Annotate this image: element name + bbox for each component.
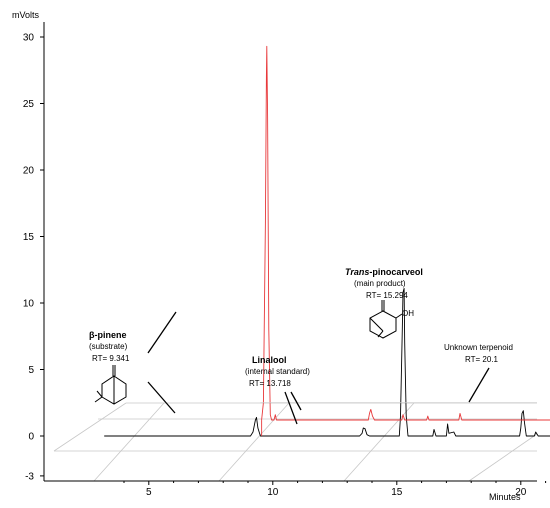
x-axis-label: Minutes [489, 492, 521, 502]
annotation-name: -pinocarveol [369, 267, 423, 277]
annotation-name: Linalool [252, 355, 287, 365]
annotation-rt: RT= 20.1 [465, 355, 499, 364]
annotation-name-italic: Trans [345, 267, 369, 277]
y-tick-label: 5 [28, 365, 34, 376]
annotation-beta-pinene: β-pinene (substrate) RT= 9.341 [89, 311, 177, 414]
floor-diagonal-line [218, 402, 290, 482]
annotation-name: β-pinene [89, 330, 127, 340]
annotation-trans-pinocarveol: Trans-pinocarveol (main product) RT= 15.… [345, 267, 423, 339]
y-tick-label: 30 [23, 33, 35, 44]
x-tick-label: 15 [391, 487, 403, 498]
callout-line [290, 391, 302, 411]
annotation-unknown-terpenoid: Unknown terpenoid RT= 20.1 [444, 343, 513, 403]
callout-line [468, 367, 490, 403]
x-tick-label: 10 [267, 487, 279, 498]
annotation-role: (substrate) [89, 342, 128, 351]
pinocarveol-structure [369, 300, 403, 339]
trace-standard [261, 45, 550, 421]
y-tick-label: 15 [23, 232, 35, 243]
annotation-rt: RT= 9.341 [92, 354, 130, 363]
annotation-role: (main product) [354, 279, 406, 288]
y-axis-label: mVolts [12, 10, 40, 20]
floor-diagonal-line [53, 402, 127, 452]
callout-line [147, 311, 177, 354]
y-tick-label: 0 [28, 432, 34, 443]
y-tick-label: 20 [23, 166, 35, 177]
perspective-floor [53, 402, 538, 482]
oh-label: OH [402, 309, 414, 318]
y-tick-label: 25 [23, 99, 35, 110]
annotation-linalool: Linalool (internal standard) RT= 13.718 [245, 355, 310, 425]
x-tick-label: 20 [515, 487, 527, 498]
floor-diagonal-line [93, 402, 165, 482]
annotation-rt: RT= 13.718 [249, 379, 291, 388]
y-ticks: -3 0 5 10 15 20 25 30 [23, 33, 44, 482]
svg-text:Trans-pinocarveol: Trans-pinocarveol [345, 267, 423, 277]
floor-diagonal-line [468, 433, 538, 482]
floor-diagonal-line [343, 402, 415, 482]
beta-pinene-structure [94, 365, 127, 405]
x-tick-label: 5 [146, 487, 152, 498]
annotation-name: Unknown terpenoid [444, 343, 513, 352]
annotation-rt: RT= 15.294 [366, 291, 408, 300]
y-tick-label: 10 [23, 299, 35, 310]
callout-line [147, 381, 176, 414]
annotation-role: (internal standard) [245, 367, 310, 376]
callout-line [284, 391, 298, 425]
y-tick-label: -3 [25, 471, 34, 482]
x-ticks: 5 10 15 20 [123, 481, 547, 498]
chromatogram-traces [104, 45, 550, 437]
trace-sample [104, 287, 550, 437]
